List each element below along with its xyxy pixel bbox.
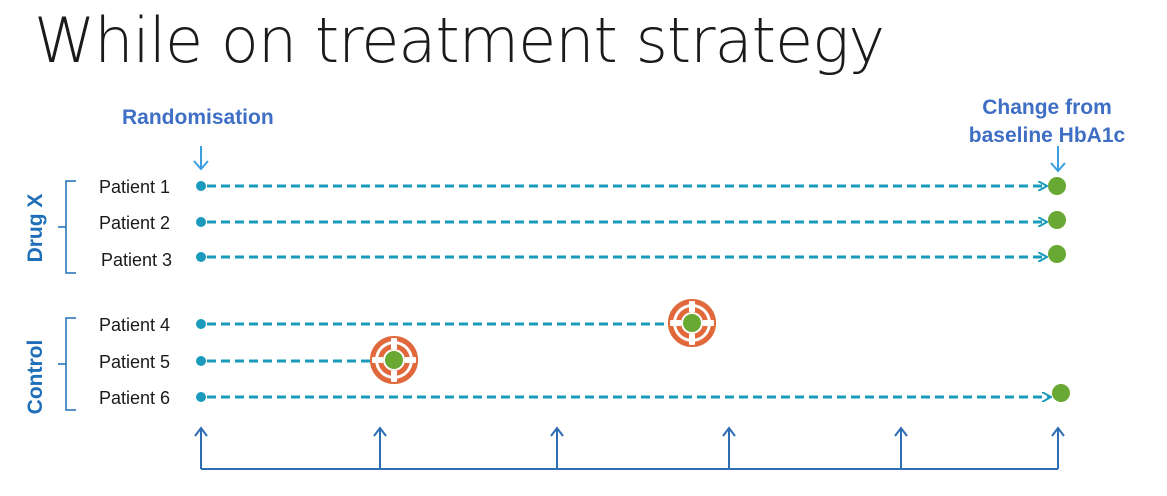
bracket-control (58, 317, 76, 411)
randomisation-label: Randomisation (122, 106, 274, 129)
outcome-label: Change from baseline HbA1c (947, 94, 1147, 150)
visit-timeline (194, 426, 1065, 470)
up-arrow-icon (722, 426, 736, 469)
patient-label-5: Patient 5 (99, 352, 171, 372)
bracket-drug-x (58, 180, 76, 274)
outcome-dot-3 (1048, 245, 1066, 263)
lifebuoy-icon (370, 336, 418, 384)
patient-label-6: Patient 6 (99, 388, 171, 408)
patient-line-1 (196, 177, 1066, 195)
patient-label-4: Patient 4 (99, 315, 171, 335)
up-arrow-icon (550, 426, 564, 469)
up-arrow-icon (373, 426, 387, 469)
outcome-dot-6 (1052, 384, 1070, 402)
patient-line-4 (196, 319, 672, 329)
patient-line-2 (196, 211, 1066, 229)
randomisation-arrow-icon (193, 146, 209, 171)
patient-label-3: Patient 3 (101, 250, 173, 270)
outcome-arrow-icon (1050, 146, 1066, 173)
outcome-label-line1: Change from (982, 96, 1112, 119)
patient-line-6 (196, 384, 1070, 402)
patient-line-5 (196, 356, 372, 366)
outcome-label-line2: baseline HbA1c (968, 124, 1126, 147)
up-arrow-icon (894, 426, 908, 469)
up-arrow-icon (1051, 426, 1065, 469)
patient-label-2: Patient 2 (99, 213, 171, 233)
patient-label-1: Patient 1 (99, 177, 171, 197)
patient-line-3 (196, 245, 1066, 263)
slide-title: While on treatment strategy (34, 4, 885, 77)
outcome-dot-1 (1048, 177, 1066, 195)
outcome-dot-2 (1048, 211, 1066, 229)
lifebuoy-icon (668, 299, 716, 347)
up-arrow-icon (194, 426, 208, 469)
